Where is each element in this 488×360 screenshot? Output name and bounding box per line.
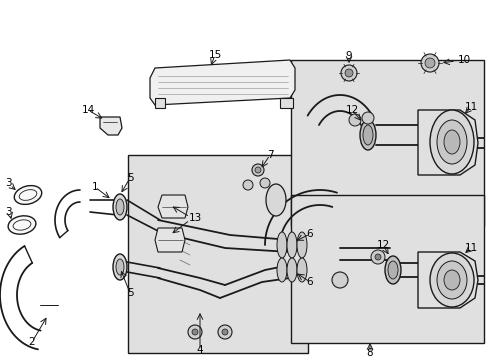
Ellipse shape: [359, 120, 375, 150]
Ellipse shape: [345, 69, 352, 77]
Polygon shape: [158, 195, 187, 218]
Ellipse shape: [254, 167, 261, 173]
Bar: [290, 195, 483, 343]
Ellipse shape: [374, 254, 380, 260]
Ellipse shape: [436, 120, 466, 164]
Ellipse shape: [362, 125, 372, 145]
Text: 2: 2: [29, 337, 35, 347]
Text: 9: 9: [345, 51, 351, 61]
Ellipse shape: [370, 250, 384, 264]
Ellipse shape: [116, 199, 124, 215]
Ellipse shape: [276, 258, 286, 282]
Polygon shape: [417, 252, 477, 308]
Text: 8: 8: [366, 348, 372, 358]
Text: 3: 3: [5, 178, 11, 188]
Text: 5: 5: [126, 288, 133, 298]
Ellipse shape: [222, 329, 227, 335]
Text: 14: 14: [81, 105, 95, 115]
Ellipse shape: [113, 194, 127, 220]
Text: 4: 4: [196, 345, 203, 355]
Ellipse shape: [113, 254, 127, 280]
Text: 12: 12: [376, 240, 389, 250]
Ellipse shape: [286, 258, 296, 282]
Polygon shape: [155, 228, 184, 252]
Text: 6: 6: [306, 229, 313, 239]
Text: 5: 5: [126, 173, 133, 183]
Text: 7: 7: [266, 150, 273, 160]
Ellipse shape: [348, 114, 360, 126]
Ellipse shape: [387, 261, 397, 279]
Text: 10: 10: [457, 55, 470, 65]
Polygon shape: [280, 98, 292, 108]
Ellipse shape: [251, 164, 264, 176]
Ellipse shape: [265, 184, 285, 216]
Ellipse shape: [384, 256, 400, 284]
Polygon shape: [100, 117, 122, 135]
Ellipse shape: [429, 110, 473, 174]
Ellipse shape: [429, 253, 473, 307]
Ellipse shape: [340, 65, 356, 81]
Text: 12: 12: [345, 105, 358, 115]
Ellipse shape: [14, 186, 41, 204]
Ellipse shape: [286, 232, 296, 258]
Ellipse shape: [8, 216, 36, 234]
Ellipse shape: [243, 180, 252, 190]
Ellipse shape: [436, 261, 466, 299]
Ellipse shape: [361, 112, 373, 124]
Text: 11: 11: [464, 102, 477, 112]
Ellipse shape: [218, 325, 231, 339]
Text: 6: 6: [306, 277, 313, 287]
Polygon shape: [155, 98, 164, 108]
Ellipse shape: [331, 272, 347, 288]
Ellipse shape: [443, 130, 459, 154]
Ellipse shape: [420, 54, 438, 72]
Text: 3: 3: [5, 207, 11, 217]
Text: 11: 11: [464, 243, 477, 253]
Ellipse shape: [187, 325, 202, 339]
Polygon shape: [150, 60, 294, 105]
Polygon shape: [417, 110, 477, 175]
Text: 13: 13: [188, 213, 201, 223]
Text: 15: 15: [208, 50, 221, 60]
Ellipse shape: [296, 258, 306, 282]
Bar: [128, 155, 307, 353]
Ellipse shape: [296, 232, 306, 258]
Ellipse shape: [276, 232, 286, 258]
Ellipse shape: [192, 329, 198, 335]
Ellipse shape: [19, 190, 37, 201]
Ellipse shape: [260, 178, 269, 188]
Ellipse shape: [116, 259, 124, 275]
Text: 1: 1: [92, 182, 98, 192]
Ellipse shape: [13, 220, 31, 230]
Ellipse shape: [443, 270, 459, 290]
Bar: [290, 60, 483, 226]
Ellipse shape: [424, 58, 434, 68]
